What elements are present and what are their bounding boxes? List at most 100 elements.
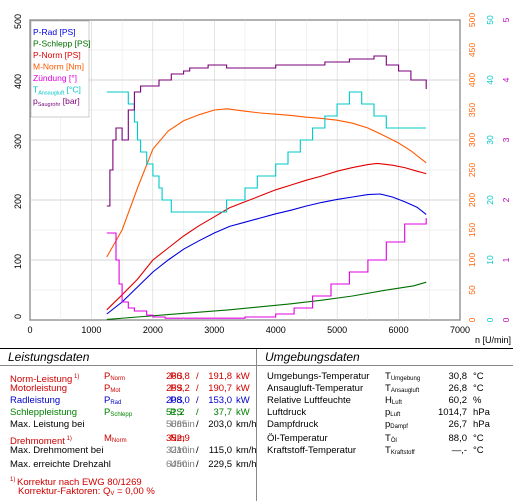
series-line-t-ansaugluft-c- (106, 91, 427, 213)
leistung-row: Drehmoment 1) MNorm 352,9 Nm (10, 433, 190, 448)
row-label: Dampfdruck (267, 419, 319, 430)
umgebung-row: Relative Luftfeuchte HLuft 60,2% (257, 395, 513, 407)
row-unit-2: km/h (236, 445, 257, 456)
y-right-tick-label: 200 (467, 193, 477, 207)
row-label: Max. Leistung bei (10, 419, 85, 430)
row-value-2: 229,5 (208, 459, 232, 470)
row-label: Umgebungs-Temperatur (267, 371, 370, 382)
legend-entry: P-Schlepp [PS] (33, 39, 91, 49)
row-label: Luftdruck (267, 407, 307, 418)
row-symbol: pDampf (385, 419, 408, 430)
row-value: 60,2 (448, 395, 468, 406)
row-label: Norm-Leistung 1) (10, 374, 80, 386)
row-value: 26,8 (448, 383, 468, 394)
legend-entry: Zündung [°] (33, 73, 77, 83)
leistung-row: Schleppleistung PSchlepp 51,2 PS/37,7 kW (0, 407, 256, 419)
row-slash: / (196, 445, 199, 456)
y-tick-label: 400 (13, 74, 23, 89)
legend-entry: TAnsaugluft [°C] (33, 85, 81, 97)
row-unit-2: km/h (236, 459, 257, 470)
row-value-2: 190,7 (208, 383, 232, 394)
row-slash: / (196, 419, 199, 430)
row-symbol: HLuft (385, 395, 402, 406)
y-right-tick-label: 20 (485, 195, 495, 205)
row-unit-1: U/min (170, 445, 195, 456)
row-slash: / (196, 371, 199, 382)
x-tick-label: 0 (27, 325, 32, 335)
row-unit: °C (473, 383, 484, 394)
y-right-tick-label: 0 (485, 317, 495, 322)
leistung-row: Radleistung PRad 208,0 PS/153,0 kW (0, 395, 256, 407)
row-unit-1: U/min (170, 459, 195, 470)
row-unit-2: kW (236, 371, 250, 382)
umgebungsdaten-panel: Umgebungsdaten Umgebungs-Temperatur TUmge… (257, 349, 513, 501)
series-line-p-saugrohr-bar- (106, 55, 427, 207)
y-tick-label: 0 (13, 314, 23, 319)
y-right-tick-label: 50 (467, 285, 477, 295)
leistung-row: Norm-Leistung 1) PNorm 260,8 PS/191,8 kW (10, 371, 250, 386)
row-unit-2: kW (236, 383, 250, 394)
y-right-tick-label: 3 (501, 137, 511, 142)
row-label: Schleppleistung (10, 407, 78, 418)
row-value-2: 37,7 (213, 407, 233, 418)
row-label: Radleistung (10, 395, 61, 406)
footnote-text: Korrektur nach EWG 80/1269 (17, 477, 142, 489)
row-symbol: TAnsaugluft (385, 383, 420, 394)
row-label: Drehmoment 1) (10, 436, 72, 448)
row-symbol: PNorm (104, 371, 126, 382)
leistungsdaten-panel: Leistungsdaten Norm-Leistung 1) PNorm 260,… (0, 349, 257, 501)
x-tick-label: 3000 (204, 325, 224, 335)
row-symbol: pLuft (385, 407, 401, 418)
row-symbol: TUmgebung (385, 371, 421, 382)
data-tables: Leistungsdaten Norm-Leistung 1) PNorm 260,… (0, 348, 513, 501)
x-tick-label: 6000 (389, 325, 409, 335)
y-right-tick-label: 400 (467, 73, 477, 87)
series-line-m-norm-nm- (106, 108, 427, 258)
row-symbol: PRad (104, 395, 122, 406)
row-unit: °C (473, 371, 484, 382)
row-unit-1: PS (170, 383, 183, 394)
x-axis-label: n [U/min] (475, 335, 511, 345)
y-right-tick-label: 40 (485, 75, 495, 85)
y-right-tick-label: 30 (485, 135, 495, 145)
y-right-tick-label: 0 (467, 317, 477, 322)
umgebung-row: Umgebungs-Temperatur TUmgebung 30,8 °C (257, 371, 513, 383)
row-unit-2: kW (236, 395, 250, 406)
row-value: —,- (451, 445, 467, 456)
y-right-tick-label: 2 (501, 197, 511, 202)
row-slash: / (196, 407, 199, 418)
row-value: 1014,7 (437, 407, 467, 418)
legend-entry: M-Norm [Nm] (33, 62, 84, 72)
umgebung-row: Kraftstoff-Temperatur TKraftstoff —,- °C (257, 445, 513, 457)
y-right-tick-label: 100 (467, 253, 477, 267)
row-symbol: TÖl (385, 433, 397, 444)
leistung-row: Max. erreichte Drehzahl 6450 U/min/229,5 km… (10, 459, 257, 470)
leistung-row: Max. Leistung bei 5665 U/min/203,0 km/h (10, 419, 257, 430)
y-right-tick-label: 350 (467, 103, 477, 117)
row-unit: % (473, 395, 482, 406)
series-line-p-schlepp-ps- (106, 281, 427, 320)
x-tick-label: 5000 (327, 325, 347, 335)
row-unit-1: PS (170, 395, 183, 406)
x-tick-label: 2000 (143, 325, 163, 335)
x-tick-label: 4000 (266, 325, 286, 335)
row-value: 88,0 (448, 433, 468, 444)
row-unit-1: PS (170, 371, 183, 382)
series-line-z-ndung- (106, 218, 427, 319)
row-label: Öl-Temperatur (267, 433, 328, 444)
y-right-tick-label: 50 (485, 15, 495, 25)
y-right-tick-label: 10 (485, 255, 495, 265)
y-right-tick-label: 4 (501, 77, 511, 82)
row-value-2: 203,0 (208, 419, 232, 430)
y-right-tick-label: 150 (467, 223, 477, 237)
footnote-marker: 1) (10, 477, 18, 483)
row-unit: hPa (473, 419, 490, 430)
leistungsdaten-title: Leistungsdaten (0, 349, 256, 366)
row-symbol: PMot (104, 383, 121, 394)
umgebung-row: Ansaugluft-Temperatur TAnsaugluft 26,8 °C (257, 383, 513, 395)
y-right-tick-label: 1 (501, 257, 511, 262)
row-label: Max. Drehmoment bei (10, 445, 104, 456)
series-group (106, 55, 427, 320)
y-tick-label: 300 (13, 134, 23, 149)
